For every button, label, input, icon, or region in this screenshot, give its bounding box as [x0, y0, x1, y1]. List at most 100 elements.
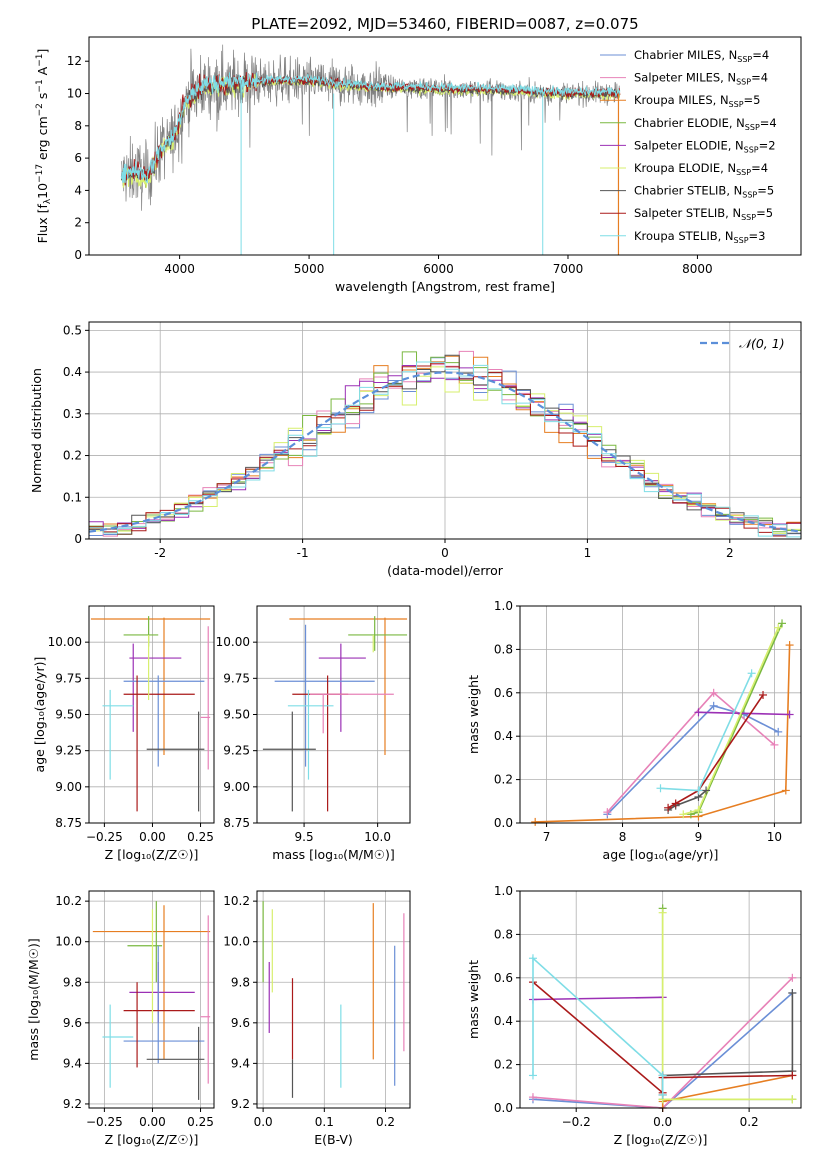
legend-entry-salpeter_miles: Salpeter MILES, NSSP=4: [634, 71, 768, 87]
y-tick-label: 10.2: [223, 894, 250, 908]
x-tick-label: 0.00: [139, 830, 166, 844]
legend-entry-text: Salpeter ELODIE, N: [634, 138, 744, 152]
legend-entry-count: =4: [751, 71, 768, 85]
y-tick-label: 0.1: [63, 490, 82, 504]
legend-entry-text: Kroupa ELODIE, N: [634, 161, 736, 175]
x-tick-label: 4000: [164, 262, 195, 276]
y-tick-label: 4: [74, 183, 82, 197]
x-tick-label: 0.0: [653, 1115, 672, 1129]
axes-frame: [519, 890, 802, 1109]
x-tick-label: 0.00: [139, 1115, 166, 1129]
mass-weight-line-kroupa_stelib: [532, 956, 664, 1095]
x-tick-label: 7: [543, 830, 551, 844]
y-tick-label: 9.25: [223, 744, 250, 758]
x-axis-label: (data-model)/error: [387, 563, 504, 578]
y-axis-label-part: −2: [35, 103, 45, 116]
y-tick-label: 10.00: [216, 635, 250, 649]
y-tick-label: 10: [67, 87, 82, 101]
y-tick-label: 0.2: [494, 1058, 513, 1072]
y-tick-label: 9.2: [63, 1097, 82, 1111]
legend-entry-subscript: SSP: [742, 191, 757, 200]
y-tick-label: 0: [74, 532, 82, 546]
y-tick-label: 9.75: [55, 671, 82, 685]
axes-frame: [88, 890, 215, 1109]
y-tick-label: 8.75: [55, 816, 82, 830]
legend-entry-chabrier_miles: Chabrier MILES, NSSP=4: [634, 48, 769, 64]
legend-entry-text: Kroupa MILES, N: [634, 93, 729, 107]
x-tick-label: 0.25: [187, 1115, 214, 1129]
figure-title: PLATE=2092, MJD=53460, FIBERID=0087, z=0…: [251, 15, 638, 33]
y-tick-label: 9.75: [223, 671, 250, 685]
y-tick-label: 9.00: [223, 780, 250, 794]
y-tick-label: 0.4: [63, 365, 82, 379]
y-tick-label: 9.2: [231, 1097, 250, 1111]
x-axis-label: mass [log₁₀(M/M☉)]: [272, 847, 394, 862]
legend-entry-count: =3: [749, 229, 766, 243]
y-axis-label: mass weight: [466, 960, 481, 1039]
y-tick-label: 0.0: [494, 1101, 513, 1115]
legend-entry-count: =5: [744, 93, 761, 107]
y-axis-label-part: −1: [35, 79, 45, 92]
y-tick-label: 0.6: [494, 686, 513, 700]
y-axis-label: mass [log₁₀(M/M☉)]: [26, 938, 41, 1060]
x-axis-label: Z [log₁₀(Z/Z☉)]: [614, 1132, 708, 1147]
y-tick-label: 9.4: [63, 1056, 82, 1070]
mass-weight-line-salpeter_elodie: [532, 996, 663, 1001]
y-axis-label-part: −17: [35, 164, 45, 183]
legend-entry-count: =5: [756, 206, 773, 220]
x-tick-label: -2: [154, 546, 166, 560]
x-tick-label: 9.5: [295, 830, 314, 844]
legend-entry-salpeter_elodie: Salpeter ELODIE, NSSP=2: [634, 138, 776, 154]
y-tick-label: 10.2: [55, 894, 82, 908]
x-tick-label: 0.1: [315, 1115, 334, 1129]
y-tick-label: 0.4: [494, 1014, 513, 1028]
legend-entry-text: Kroupa STELIB, N: [634, 229, 734, 243]
model-spectrum-line-kroupa_stelib: [120, 72, 621, 184]
legend-entry-subscript: SSP: [745, 123, 760, 132]
x-tick-label: 10.0: [364, 830, 391, 844]
x-axis-label: age [log₁₀(age/yr)]: [603, 847, 719, 862]
y-tick-label: 9.00: [55, 780, 82, 794]
y-tick-label: 0.8: [494, 927, 513, 941]
axes-frame: [88, 36, 802, 256]
normal-distribution-curve: [89, 371, 801, 533]
legend-entry-subscript: SSP: [744, 145, 759, 154]
legend-entry-text: Chabrier MILES, N: [634, 48, 737, 62]
x-tick-label: 0.0: [254, 1115, 273, 1129]
x-tick-label: 0.2: [376, 1115, 395, 1129]
axes-frame: [519, 605, 802, 824]
legend-entry-text: Chabrier ELODIE, N: [634, 116, 745, 130]
y-tick-label: 0.8: [494, 642, 513, 656]
y-tick-label: 10.0: [55, 935, 82, 949]
y-tick-label: 1.0: [494, 884, 513, 898]
y-tick-label: 0.2: [63, 449, 82, 463]
legend-entry-subscript: SSP: [736, 78, 751, 87]
y-tick-label: 6: [74, 151, 82, 165]
x-tick-label: 1: [584, 546, 592, 560]
x-tick-label: 0.2: [740, 1115, 759, 1129]
y-tick-label: 0.0: [494, 816, 513, 830]
y-axis-label: mass weight: [466, 675, 481, 754]
x-tick-label: 8000: [682, 262, 713, 276]
legend-entry-count: =4: [751, 161, 768, 175]
y-tick-label: 2: [74, 216, 82, 230]
legend-entry-text: Salpeter MILES, N: [634, 71, 736, 85]
y-axis-label: age [log₁₀(age/yr)]: [32, 657, 47, 773]
y-tick-label: 9.4: [231, 1056, 250, 1070]
x-tick-label: 0: [441, 546, 449, 560]
y-tick-label: 0: [74, 248, 82, 262]
x-axis-label: wavelength [Angstrom, rest frame]: [335, 279, 555, 294]
legend-entry-text: Salpeter STELIB, N: [634, 206, 741, 220]
y-tick-label: 9.50: [223, 708, 250, 722]
panel-mass-vs-ebv: 0.0 0.1 0.2 9.2 9.4 9.6 9.8 10.0 10.2 E(B-V): [223, 890, 411, 1147]
y-tick-label: 8: [74, 119, 82, 133]
panel-age-vs-z: −0.25 0.00 0.25 8.75 9.00 9.25 9.50 9.75 10.00 Z …: [32, 605, 215, 862]
legend-entry-kroupa_stelib: Kroupa STELIB, NSSP=3: [634, 229, 765, 245]
y-tick-label: 0.4: [494, 729, 513, 743]
legend-entry-chabrier_elodie: Chabrier ELODIE, NSSP=4: [634, 116, 777, 132]
y-tick-label: 9.8: [63, 975, 82, 989]
legend-entry-kroupa_elodie: Kroupa ELODIE, NSSP=4: [634, 161, 768, 177]
x-tick-label: -1: [297, 546, 309, 560]
y-tick-label: 0.6: [494, 971, 513, 985]
